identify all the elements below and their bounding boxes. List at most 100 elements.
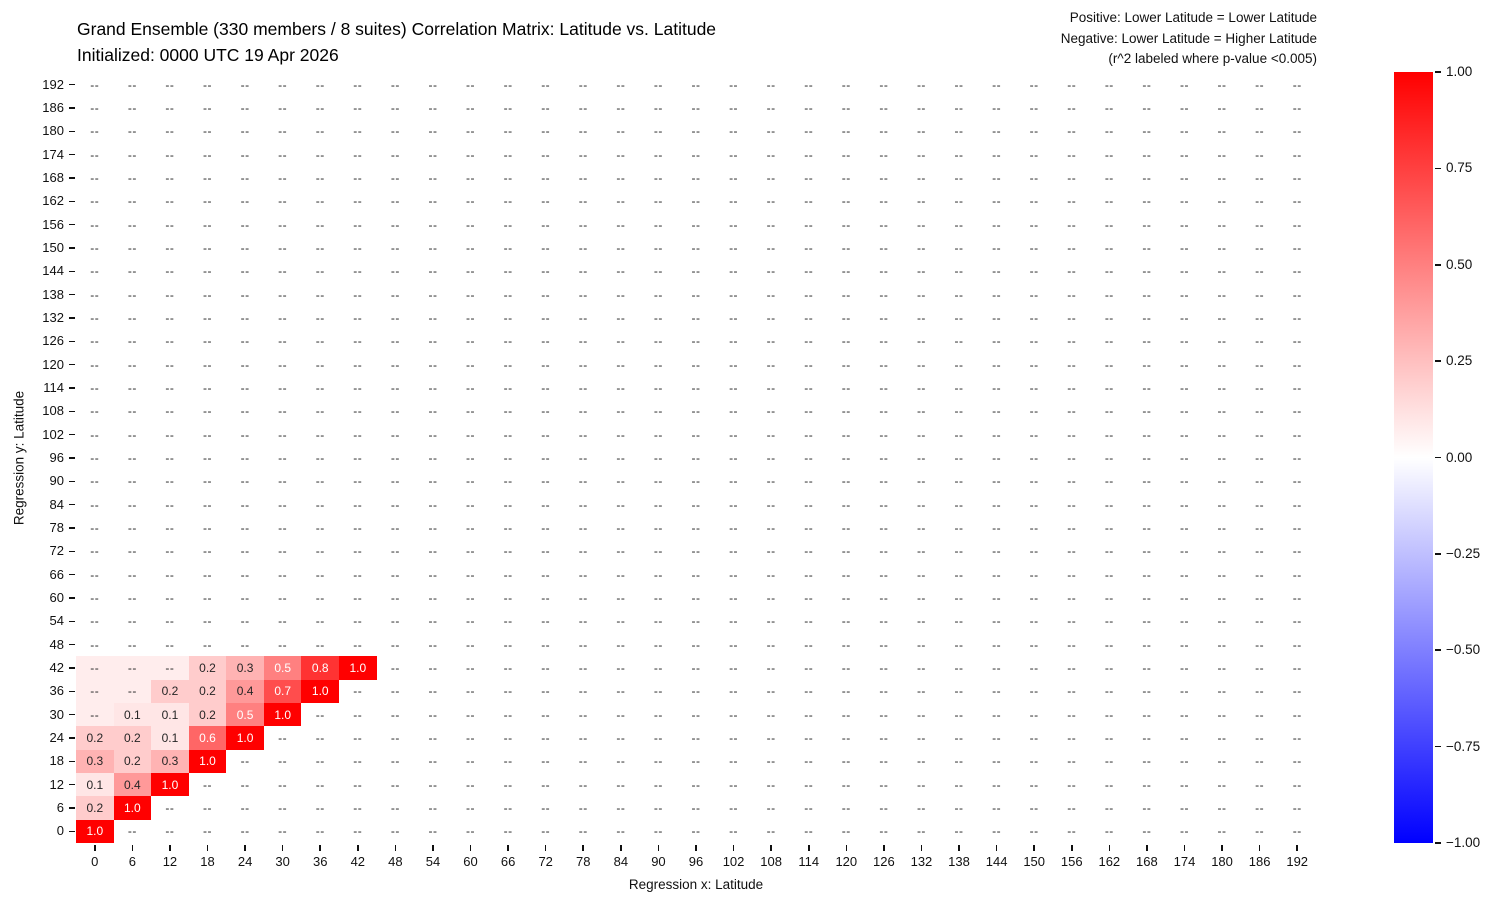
heatmap-cell: -- [992, 614, 1002, 629]
heatmap-cell: -- [653, 310, 663, 325]
heatmap-cell: -- [691, 567, 701, 582]
heatmap-cell: -- [616, 240, 626, 255]
x-tick-label: 90 [651, 854, 666, 869]
heatmap-cell: -- [578, 100, 588, 115]
heatmap-cell: -- [1179, 194, 1189, 209]
heatmap-cell: -- [165, 380, 175, 395]
heatmap-cell: -- [541, 754, 551, 769]
heatmap-cell: 1.0 [263, 703, 302, 727]
heatmap-cell: -- [315, 544, 325, 559]
heatmap-cell: -- [729, 590, 739, 605]
heatmap-cell: -- [503, 754, 513, 769]
y-tick-mark [69, 223, 75, 226]
heatmap-cell: -- [1292, 637, 1302, 652]
heatmap-cell: -- [165, 217, 175, 232]
heatmap-cell: -- [1292, 77, 1302, 92]
heatmap-cell: -- [879, 287, 889, 302]
heatmap-cell: -- [541, 567, 551, 582]
heatmap-cell: -- [1104, 707, 1114, 722]
heatmap-cell: -- [691, 170, 701, 185]
y-tick-mark [69, 387, 75, 389]
heatmap-cell: -- [315, 474, 325, 489]
x-tick-mark [1221, 845, 1223, 851]
heatmap-cell: -- [691, 310, 701, 325]
heatmap-cell: -- [315, 310, 325, 325]
x-tick-mark [620, 845, 622, 851]
y-tick-mark [69, 643, 75, 646]
heatmap-cell: -- [879, 614, 889, 629]
heatmap-cell: -- [1142, 334, 1152, 349]
heatmap-cell: -- [653, 170, 663, 185]
heatmap-cell: -- [879, 637, 889, 652]
y-tick-mark [69, 130, 75, 133]
heatmap-cell: -- [578, 707, 588, 722]
heatmap-cell: -- [804, 684, 814, 699]
heatmap-cell: -- [203, 380, 212, 395]
heatmap-cell: -- [203, 800, 212, 815]
heatmap-cell: -- [165, 124, 175, 139]
heatmap-cell: -- [1104, 614, 1114, 629]
heatmap-cell: -- [916, 497, 926, 512]
heatmap-cell: -- [278, 170, 288, 185]
heatmap-cell: -- [954, 240, 964, 255]
x-tick-label: 180 [1211, 854, 1233, 869]
heatmap-cell: -- [1142, 754, 1152, 769]
heatmap-cell: -- [766, 800, 776, 815]
heatmap-cell: -- [1292, 684, 1302, 699]
heatmap-cell: -- [1292, 544, 1302, 559]
heatmap-cell: -- [729, 614, 739, 629]
heatmap-cell: -- [127, 334, 137, 349]
heatmap-cell: -- [541, 357, 551, 372]
heatmap-cell: -- [616, 427, 626, 442]
heatmap-cell: -- [578, 474, 588, 489]
heatmap-cell: -- [503, 264, 513, 279]
y-tick-mark [69, 480, 75, 483]
heatmap-cell: -- [240, 474, 250, 489]
heatmap-cell: -- [766, 77, 776, 92]
heatmap-cell: -- [1029, 730, 1039, 745]
heatmap-cell: -- [653, 637, 663, 652]
heatmap-cell: 0.2 [76, 726, 114, 750]
heatmap-cell: -- [879, 380, 889, 395]
heatmap-cell: -- [729, 100, 739, 115]
heatmap-cell: -- [766, 520, 776, 535]
note-pvalue: (r^2 labeled where p-value <0.005) [1108, 51, 1317, 66]
heatmap-cell: -- [766, 497, 776, 512]
colorbar-tick-mark [1435, 842, 1441, 844]
heatmap-cell: -- [653, 380, 663, 395]
y-tick-mark [69, 620, 75, 623]
heatmap-cell: -- [916, 310, 926, 325]
heatmap-cell: -- [503, 660, 513, 675]
heatmap-cell: -- [1104, 590, 1114, 605]
colorbar [1394, 72, 1433, 843]
heatmap-cell: -- [766, 474, 776, 489]
heatmap-cell: -- [804, 77, 814, 92]
heatmap-cell: -- [76, 703, 114, 727]
heatmap-cell: -- [390, 334, 400, 349]
heatmap-cell: -- [1142, 380, 1152, 395]
heatmap-cell: -- [1255, 334, 1265, 349]
heatmap-cell: -- [916, 800, 926, 815]
heatmap-cell: 0.2 [151, 679, 189, 703]
heatmap-cell: -- [1179, 614, 1189, 629]
heatmap-cell: -- [541, 730, 551, 745]
heatmap-cell: -- [954, 730, 964, 745]
heatmap-cell: -- [278, 357, 288, 372]
heatmap-cell: -- [804, 497, 814, 512]
heatmap-cell: -- [1067, 217, 1077, 232]
heatmap-cell: 0.4 [226, 679, 264, 703]
x-tick-label: 36 [313, 854, 328, 869]
heatmap-cell: -- [240, 824, 250, 839]
heatmap-cell: -- [165, 170, 175, 185]
heatmap-cell: -- [1292, 567, 1302, 582]
heatmap-cell: -- [841, 380, 851, 395]
heatmap-cell: -- [653, 590, 663, 605]
heatmap-cell: -- [203, 404, 212, 419]
heatmap-cell: -- [1292, 124, 1302, 139]
heatmap-cell: -- [541, 77, 551, 92]
heatmap-cell: -- [1029, 77, 1039, 92]
heatmap-cell: -- [616, 707, 626, 722]
heatmap-cell: -- [353, 707, 363, 722]
heatmap-cell: -- [203, 614, 212, 629]
x-tick-label: 24 [237, 854, 253, 869]
